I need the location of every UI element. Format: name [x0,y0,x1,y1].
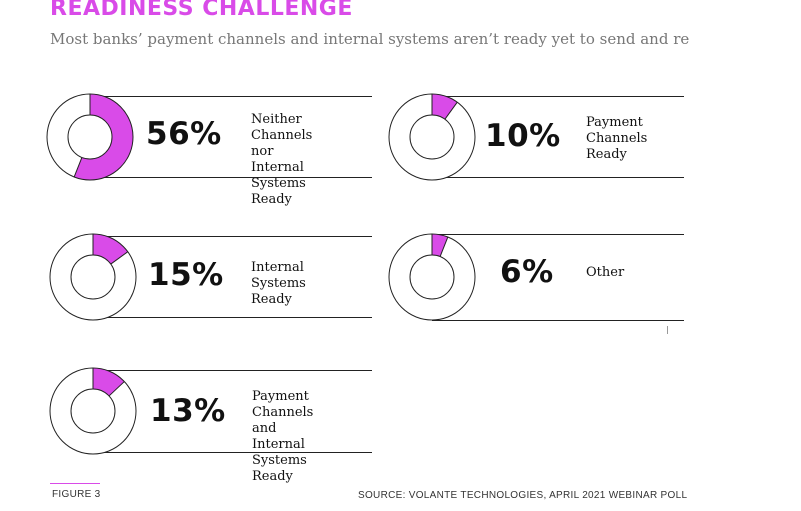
card-top-rule [93,370,372,371]
donut-segment [431,234,448,257]
segment-end-divider [444,101,458,120]
category-label-line: nor Internal [251,144,304,175]
donut-segment [431,94,458,120]
category-label: Other [586,265,624,281]
donut-segment [92,368,125,397]
donut-segment [74,94,133,180]
segment-end-divider [73,157,83,178]
donut-chart [46,93,134,181]
card-bottom-rule [90,177,372,178]
percentage-value: 6% [500,254,554,290]
category-label-line: Channels [586,131,648,146]
card-bottom-rule [432,320,684,321]
category-label: Payment Channels Ready [586,115,647,163]
segment-end-divider [108,381,125,397]
card-top-rule [432,234,684,235]
card-top-rule [90,96,372,97]
category-label-line: Neither Channels [251,112,313,143]
footer-accent-line [50,483,100,484]
card-top-rule [432,96,684,97]
segment-end-divider [110,251,129,265]
category-label: Payment Channels and Internal Systems Read… [252,389,313,485]
category-label-line: Ready [586,147,627,162]
percentage-value: 56% [146,116,222,152]
percentage-value: 10% [485,118,561,154]
donut-chart [388,233,476,321]
chart-subtitle: Most banks’ payment channels and interna… [50,30,690,48]
donut-chart [388,93,476,181]
category-label-line: and Internal [252,421,305,452]
category-label-line: Payment Channels [252,389,314,420]
category-label-line: Systems Ready [252,453,307,484]
category-label: Neither Channels nor Internal Systems Read… [251,112,312,208]
category-label-line: Payment [586,115,643,130]
category-label-line: Systems Ready [251,176,306,207]
source-note: SOURCE: VOLANTE TECHNOLOGIES, APRIL 2021… [358,490,688,501]
card-bottom-rule [432,177,684,178]
figure-label: FIGURE 3 [52,489,101,500]
segment-end-divider [439,236,449,257]
card-bottom-rule [93,452,372,453]
category-label-line: Systems Ready [251,276,306,307]
card-top-rule [93,236,372,237]
chart-title: READINESS CHALLENGE [50,0,353,21]
donut-segment [92,234,128,265]
donut-chart [49,367,137,455]
percentage-value: 13% [150,393,226,429]
category-label: Internal Systems Ready [251,260,306,308]
card-bottom-rule [93,317,372,318]
stray-tick [667,326,668,334]
donut-background [389,94,475,180]
percentage-value: 15% [148,257,224,293]
donut-background [389,234,475,320]
category-label-line: Other [586,265,625,280]
category-label-line: Internal [251,260,304,275]
donut-chart [49,233,137,321]
